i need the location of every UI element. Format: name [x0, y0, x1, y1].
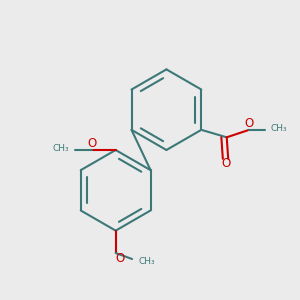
- Text: O: O: [116, 252, 125, 265]
- Text: CH₃: CH₃: [139, 257, 155, 266]
- Text: O: O: [221, 157, 230, 170]
- Text: O: O: [244, 117, 254, 130]
- Text: O: O: [87, 137, 96, 150]
- Text: CH₃: CH₃: [53, 144, 69, 153]
- Text: CH₃: CH₃: [270, 124, 286, 133]
